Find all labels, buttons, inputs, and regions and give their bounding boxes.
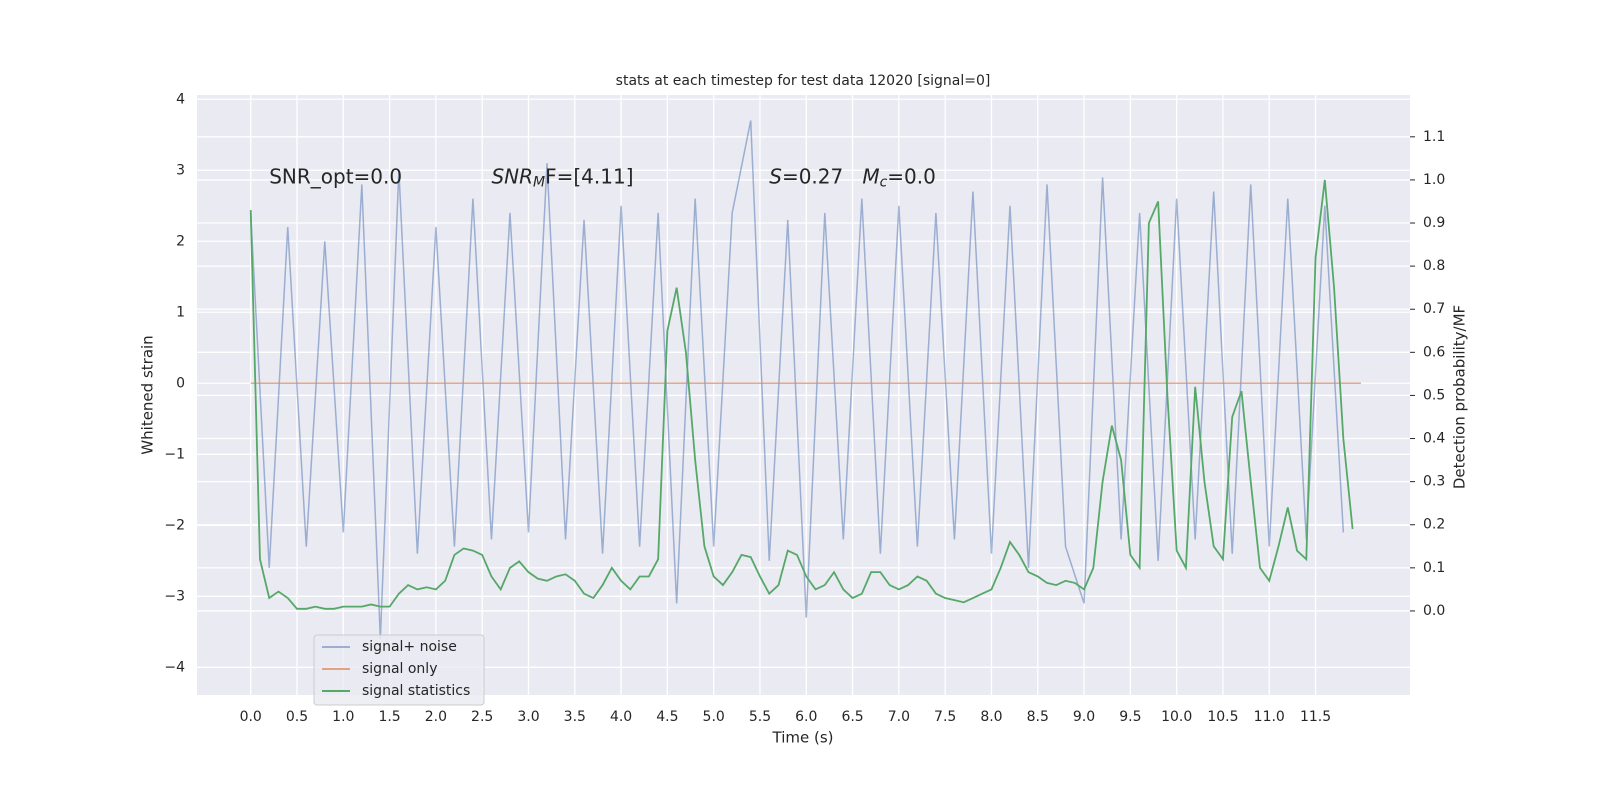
x-tick-label: 1.0: [332, 709, 354, 725]
x-tick-label: 3.0: [517, 709, 539, 725]
y-axis-label: Whitened strain: [139, 335, 157, 454]
annotation-part: c: [880, 174, 888, 190]
y-tick-label: 2: [176, 233, 185, 249]
y2-tick-label: 0.6: [1423, 344, 1445, 360]
x-axis-label: Time (s): [772, 729, 834, 747]
x-tick-label: 5.5: [749, 709, 771, 725]
annotation-part: M: [533, 174, 545, 190]
legend-box: [313, 634, 485, 706]
y2-tick-label: 0.2: [1423, 517, 1445, 533]
y2-tick-label: 0.3: [1423, 474, 1445, 490]
annotation-part: SNR: [491, 164, 533, 188]
x-tick-label: 0.0: [240, 709, 262, 725]
y-tick-label: 1: [176, 304, 185, 320]
x-tick-label: 10.0: [1161, 709, 1192, 725]
x-tick-label: 6.5: [841, 709, 863, 725]
y-tick-label: −3: [164, 588, 185, 604]
x-tick-label: 2.5: [471, 709, 493, 725]
x-tick-label: 7.5: [934, 709, 956, 725]
y2-tick-label: 0.0: [1423, 603, 1445, 619]
y-tick-label: 4: [176, 91, 185, 107]
x-tick-label: 8.5: [1027, 709, 1049, 725]
series-line: [249, 179, 1354, 610]
annotation-part: SNR_opt=0.0: [269, 164, 402, 188]
y2-tick-label: 0.1: [1423, 560, 1445, 576]
annotation-part: =0.27: [782, 164, 862, 188]
legend-label: signal only: [362, 661, 437, 677]
x-tick-label: 4.5: [656, 709, 678, 725]
x-tick-label: 9.5: [1119, 709, 1141, 725]
y2-tick-label: 1.1: [1423, 129, 1445, 145]
x-tick-label: 0.5: [286, 709, 308, 725]
x-tick-label: 9.0: [1073, 709, 1095, 725]
y2-tick-label: 0.4: [1423, 431, 1445, 447]
y2-tick-label: 1.0: [1423, 172, 1445, 188]
annotation-part: M: [862, 164, 879, 188]
x-tick-label: 6.0: [795, 709, 817, 725]
y2-tick-label: 0.5: [1423, 387, 1445, 403]
y-tick-label: −1: [164, 446, 185, 462]
x-tick-label: 8.0: [980, 709, 1002, 725]
annotation-part: =0.0: [887, 164, 936, 188]
x-tick-label: 3.5: [564, 709, 586, 725]
x-tick-label: 10.5: [1207, 709, 1238, 725]
y2-tick-label: 0.9: [1423, 215, 1445, 231]
annotation-part: S: [769, 164, 782, 188]
annotation-part: F=[4.11]: [545, 164, 633, 188]
x-tick-label: 5.0: [703, 709, 725, 725]
y-tick-label: −2: [164, 517, 185, 533]
legend-label: signal statistics: [362, 683, 470, 699]
x-tick-label: 2.0: [425, 709, 447, 725]
annotation: S=0.27 Mc=0.0: [769, 164, 936, 191]
x-tick-label: 7.0: [888, 709, 910, 725]
legend-label: signal+ noise: [362, 639, 457, 655]
marks: [249, 120, 1361, 639]
y2-tick-label: 0.7: [1423, 301, 1445, 317]
y-tick-label: 3: [176, 162, 185, 178]
chart-title: stats at each timestep for test data 120…: [616, 73, 991, 89]
x-tick-label: 11.0: [1254, 709, 1285, 725]
x-tick-label: 4.0: [610, 709, 632, 725]
y2-tick-label: 0.8: [1423, 258, 1445, 274]
y-tick-label: 0: [176, 375, 185, 391]
y2-axis-label: Detection probability/MF: [1451, 305, 1469, 489]
annotation: SNRMF=[4.11]: [491, 164, 633, 191]
annotation: SNR_opt=0.0: [269, 164, 402, 188]
x-tick-label: 11.5: [1300, 709, 1331, 725]
labels: 0.0 0.5 1.0 1.5 2.0 2.5 3.0 3.5 4.0 4.5 5.0 5.5 6.0 6…: [164, 91, 1445, 725]
x-tick-label: 1.5: [378, 709, 400, 725]
series-line: [249, 120, 1345, 639]
y-tick-label: −4: [164, 659, 185, 675]
